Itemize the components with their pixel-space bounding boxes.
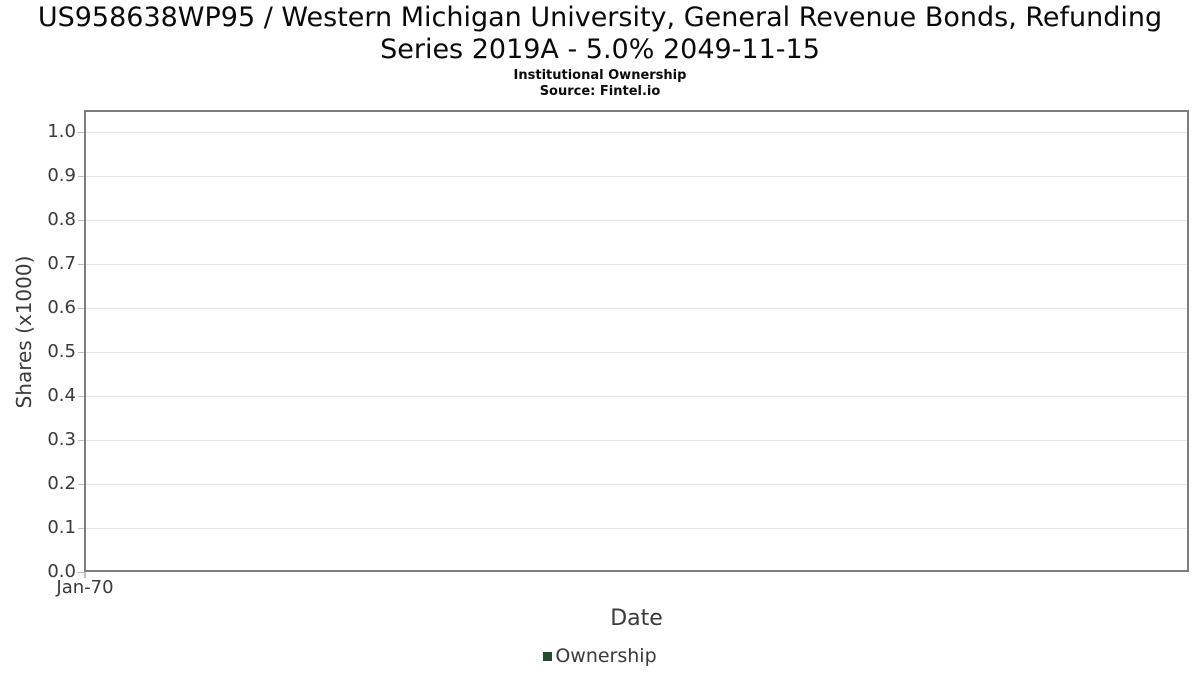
y-axis-tick-label: 1.0 [47,121,76,142]
y-axis-tick-mark [78,572,84,573]
y-gridline [86,440,1187,441]
y-axis-tick-mark [78,352,84,353]
x-axis-tick-label: Jan-70 [56,577,114,598]
y-axis-tick-mark [78,176,84,177]
y-axis-tick-label: 0.0 [47,561,76,582]
y-gridline [86,132,1187,133]
y-axis-tick-mark [78,308,84,309]
chart-title-line-2: Series 2019A - 5.0% 2049-11-15 [380,34,820,65]
y-gridline [86,528,1187,529]
y-axis-tick-mark [78,484,84,485]
x-axis-tick-mark [84,572,86,578]
plot-area [84,110,1189,572]
y-axis-tick-label: 0.9 [47,165,76,186]
chart-title-line-1: US958638WP95 / Western Michigan Universi… [37,2,1163,33]
y-axis-tick-mark [78,396,84,397]
chart-title: US958638WP95 / Western Michigan Universi… [0,2,1200,66]
y-axis-tick-mark [78,132,84,133]
y-axis-tick-label: 0.5 [47,341,76,362]
chart-subtitle: Institutional Ownership [513,68,687,83]
legend: Ownership [0,644,1200,668]
y-axis-tick-mark [78,528,84,529]
legend-marker-ownership [543,651,553,661]
y-gridline [86,264,1187,265]
y-gridline [86,396,1187,397]
y-gridline [86,308,1187,309]
y-gridline [86,484,1187,485]
y-axis-tick-mark [78,440,84,441]
y-axis-tick-mark [78,220,84,221]
y-gridline [86,176,1187,177]
y-axis-tick-label: 0.7 [47,253,76,274]
y-axis-tick-label: 0.2 [47,473,76,494]
y-gridline [86,352,1187,353]
y-axis-tick-label: 0.8 [47,209,76,230]
y-axis-tick-label: 0.6 [47,297,76,318]
y-gridline [86,220,1187,221]
y-axis-tick-label: 0.4 [47,385,76,406]
x-axis-label: Date [610,606,663,631]
y-axis-tick-mark [78,264,84,265]
chart-source-credit: Source: Fintel.io [539,84,661,99]
y-axis-tick-label: 0.3 [47,429,76,450]
y-axis-tick-label: 0.1 [47,517,76,538]
legend-label-ownership: Ownership [555,645,657,667]
